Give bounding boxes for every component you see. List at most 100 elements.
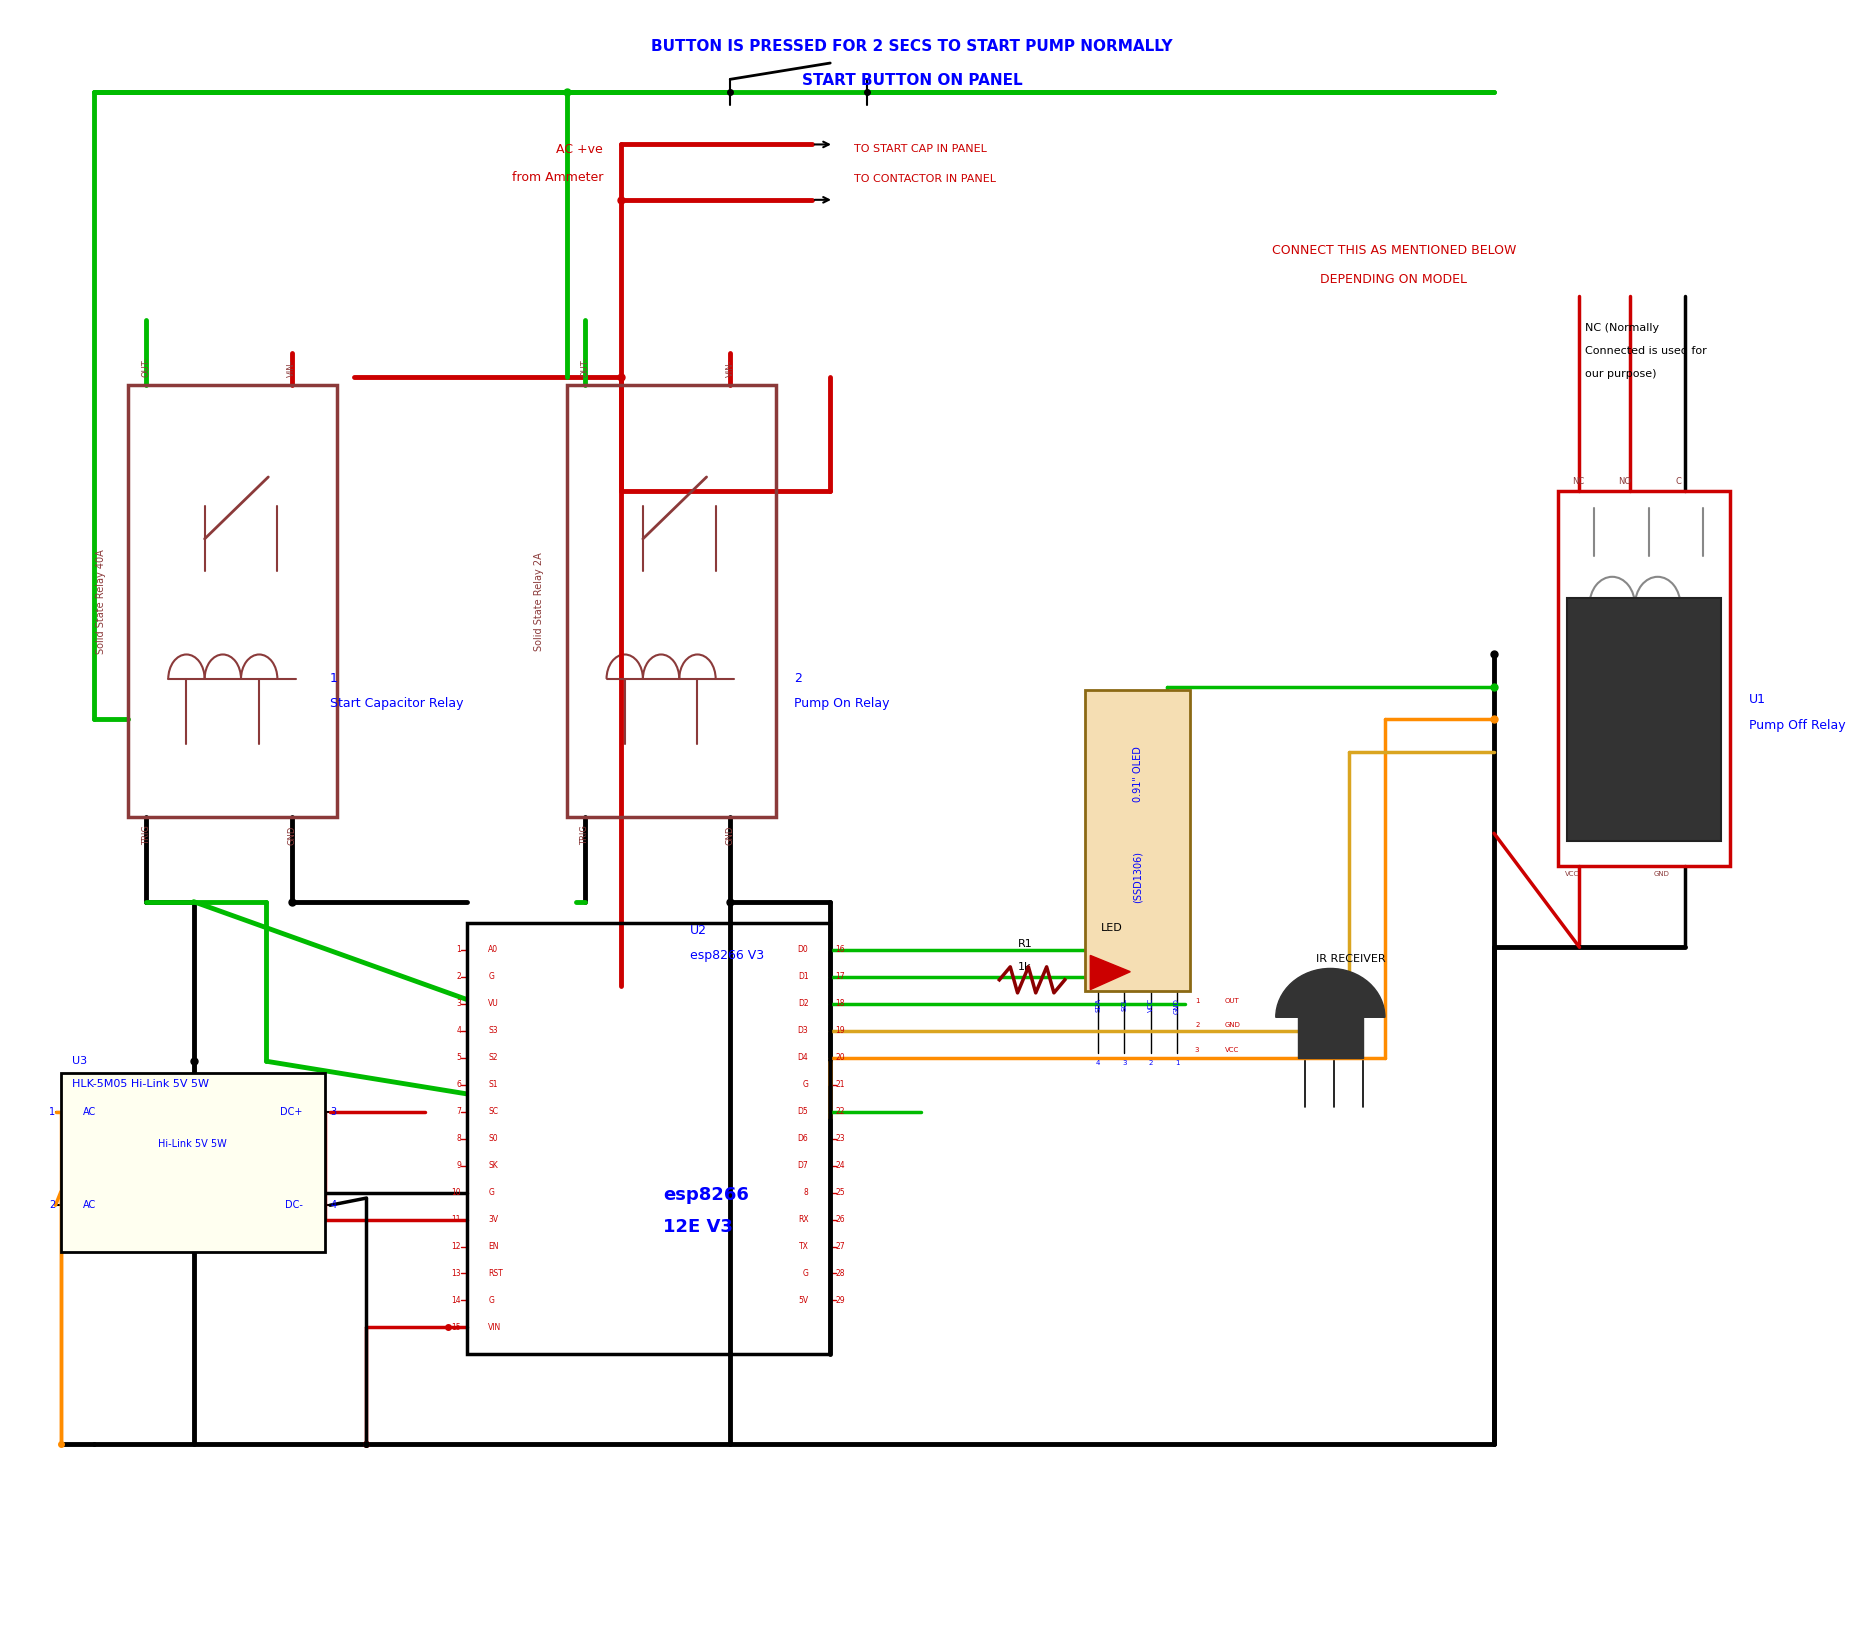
Text: C: C: [1677, 477, 1682, 487]
Text: 20: 20: [836, 1054, 846, 1062]
Text: 28: 28: [836, 1270, 846, 1278]
Text: G: G: [803, 1080, 809, 1090]
Text: SK: SK: [488, 1162, 497, 1170]
Text: 1: 1: [1194, 998, 1200, 1003]
Text: 2: 2: [48, 1201, 56, 1211]
Text: 2: 2: [794, 672, 801, 685]
Text: SDA: SDA: [1095, 998, 1101, 1011]
Text: 19: 19: [836, 1026, 846, 1036]
Text: NC (Normally: NC (Normally: [1585, 324, 1660, 333]
Text: OUT: OUT: [1224, 998, 1239, 1003]
Text: DEPENDING ON MODEL: DEPENDING ON MODEL: [1321, 273, 1468, 286]
Text: 1: 1: [50, 1108, 56, 1118]
Text: 1: 1: [456, 946, 460, 954]
Text: VIN-: VIN-: [727, 359, 734, 377]
Text: Pump Off Relay: Pump Off Relay: [1749, 719, 1844, 732]
Text: D4: D4: [797, 1054, 809, 1062]
Text: 4: 4: [1095, 1059, 1101, 1065]
Text: S3: S3: [488, 1026, 497, 1036]
Text: D5: D5: [797, 1108, 809, 1116]
Text: 22: 22: [836, 1108, 846, 1116]
Text: 1k: 1k: [1017, 962, 1032, 972]
Text: AC: AC: [82, 1108, 97, 1118]
Text: 29: 29: [836, 1296, 846, 1306]
Bar: [1567, 598, 1721, 842]
Text: 8: 8: [803, 1188, 809, 1198]
Text: AC +ve: AC +ve: [557, 142, 604, 155]
Text: 5V: 5V: [797, 1296, 809, 1306]
Text: esp8266 V3: esp8266 V3: [689, 949, 764, 962]
Text: D6: D6: [797, 1134, 809, 1144]
Text: IR RECEIVER: IR RECEIVER: [1315, 954, 1386, 964]
Text: 13: 13: [451, 1270, 460, 1278]
Text: TX: TX: [799, 1242, 809, 1252]
Text: U3: U3: [73, 1056, 88, 1067]
Text: 12E V3: 12E V3: [663, 1219, 732, 1237]
Text: CONNECT THIS AS MENTIONED BELOW: CONNECT THIS AS MENTIONED BELOW: [1272, 243, 1516, 257]
Text: D3: D3: [797, 1026, 809, 1036]
Text: GND: GND: [1654, 871, 1669, 877]
Text: START BUTTON ON PANEL: START BUTTON ON PANEL: [801, 74, 1023, 88]
Text: S2: S2: [488, 1054, 497, 1062]
Text: VIN: VIN: [488, 1324, 501, 1332]
Text: Hi-Link 5V 5W: Hi-Link 5V 5W: [158, 1139, 227, 1149]
Text: 14: 14: [451, 1296, 460, 1306]
Text: GND: GND: [727, 825, 734, 845]
Polygon shape: [1090, 956, 1131, 990]
Text: G: G: [803, 1270, 809, 1278]
Bar: [1299, 1018, 1364, 1057]
Text: TO CONTACTOR IN PANEL: TO CONTACTOR IN PANEL: [853, 173, 997, 183]
Text: 6: 6: [456, 1080, 460, 1090]
Text: SC: SC: [488, 1108, 497, 1116]
Text: SCL: SCL: [1122, 998, 1127, 1011]
Text: R1: R1: [1017, 940, 1032, 949]
Text: 12: 12: [451, 1242, 460, 1252]
Text: RST: RST: [488, 1270, 503, 1278]
Text: EN: EN: [488, 1242, 499, 1252]
Text: 4: 4: [456, 1026, 460, 1036]
Text: from Ammeter: from Ammeter: [512, 170, 604, 183]
Text: 1: 1: [1176, 1059, 1179, 1065]
Text: 21: 21: [836, 1080, 846, 1090]
Text: 1: 1: [330, 672, 337, 685]
Text: 9: 9: [456, 1162, 460, 1170]
Text: S1: S1: [488, 1080, 497, 1090]
Text: 5: 5: [456, 1054, 460, 1062]
Text: 2: 2: [1194, 1023, 1200, 1028]
Bar: [466, 923, 831, 1355]
Text: GND: GND: [1224, 1023, 1241, 1028]
Text: Connected is used for: Connected is used for: [1585, 346, 1707, 356]
Text: HLK-5M05 Hi-Link 5V 5W: HLK-5M05 Hi-Link 5V 5W: [73, 1078, 209, 1090]
Bar: [1084, 690, 1190, 992]
Text: NO: NO: [1617, 477, 1630, 487]
Text: 3: 3: [1194, 1047, 1200, 1052]
Bar: [566, 386, 775, 817]
Text: A0: A0: [488, 946, 499, 954]
Text: U1: U1: [1749, 693, 1766, 706]
Text: 4: 4: [330, 1201, 335, 1211]
Text: Pump On Relay: Pump On Relay: [794, 696, 889, 709]
Text: VIN-: VIN-: [287, 359, 296, 377]
Bar: [1557, 492, 1731, 866]
Text: U2: U2: [689, 925, 708, 938]
Text: VCC: VCC: [1148, 998, 1153, 1011]
Text: 3: 3: [330, 1108, 335, 1118]
Text: 16: 16: [836, 946, 846, 954]
Text: 10: 10: [451, 1188, 460, 1198]
Text: 7: 7: [456, 1108, 460, 1116]
Text: Start Capacitor Relay: Start Capacitor Relay: [330, 696, 464, 709]
Text: 2: 2: [456, 972, 460, 982]
Text: DC-: DC-: [285, 1201, 304, 1211]
Text: Solid State Relay 2A: Solid State Relay 2A: [535, 552, 544, 650]
Text: S0: S0: [488, 1134, 497, 1144]
Text: D2: D2: [797, 1000, 809, 1008]
Text: Solid State Relay 40A: Solid State Relay 40A: [97, 549, 106, 654]
Text: LED: LED: [1101, 923, 1123, 933]
Text: D0: D0: [797, 946, 809, 954]
Text: 15: 15: [451, 1324, 460, 1332]
Bar: [129, 386, 337, 817]
Text: 24: 24: [836, 1162, 846, 1170]
Text: D7: D7: [797, 1162, 809, 1170]
Text: RX: RX: [797, 1216, 809, 1224]
Text: OUT-: OUT-: [579, 358, 589, 377]
